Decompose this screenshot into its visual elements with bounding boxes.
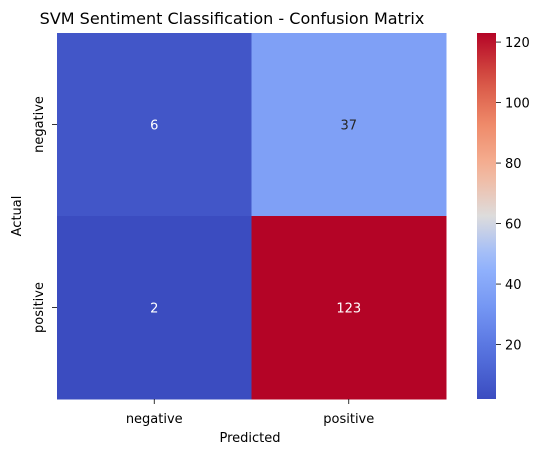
heatmap-cell-positive-negative — [57, 216, 252, 400]
y-axis-ticks: negative positive — [32, 96, 57, 333]
colorbar-tick-label: 60 — [505, 218, 522, 233]
y-axis-label: Actual — [10, 196, 25, 237]
x-tick-label: negative — [126, 412, 183, 427]
heatmap-cell-negative-negative — [57, 33, 252, 217]
colorbar-tick-label: 100 — [505, 97, 530, 112]
cell-annotation: 123 — [336, 302, 361, 317]
colorbar-tick-label: 120 — [505, 36, 530, 51]
y-tick-label: positive — [32, 282, 47, 333]
x-axis-ticks: negative positive — [126, 399, 374, 427]
heatmap-cell-negative-positive — [251, 33, 447, 217]
y-tick-label: negative — [32, 96, 47, 153]
cell-annotation: 37 — [340, 119, 357, 134]
colorbar-tick-label: 40 — [505, 278, 522, 293]
colorbar-tick-label: 80 — [505, 157, 522, 172]
x-axis-label: Predicted — [219, 431, 280, 446]
colorbar-tick-label: 20 — [505, 339, 522, 354]
cell-annotation: 2 — [150, 302, 158, 317]
chart-title: SVM Sentiment Classification - Confusion… — [40, 9, 425, 28]
cell-annotations: 6 37 2 123 — [150, 119, 361, 317]
heatmap-cell-positive-positive — [251, 216, 447, 400]
colorbar — [477, 33, 496, 399]
x-tick-label: positive — [323, 412, 374, 427]
colorbar-ticks: 20 40 60 80 100 120 — [496, 36, 530, 354]
cell-annotation: 6 — [150, 119, 158, 134]
heatmap-cells — [57, 33, 447, 400]
